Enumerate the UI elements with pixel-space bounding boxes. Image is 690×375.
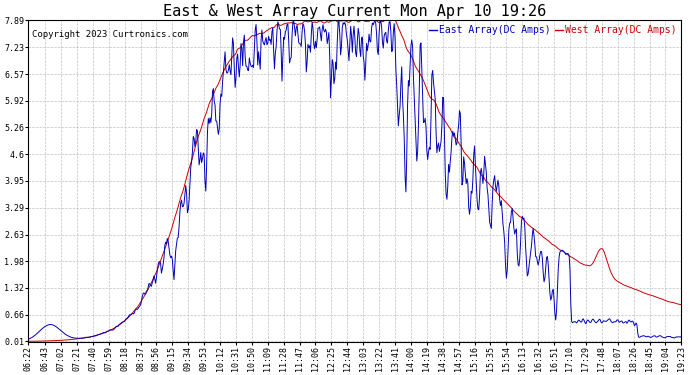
Title: East & West Array Current Mon Apr 10 19:26: East & West Array Current Mon Apr 10 19:… [164, 4, 546, 19]
Legend: East Array(DC Amps), West Array(DC Amps): East Array(DC Amps), West Array(DC Amps) [429, 25, 676, 35]
Text: Copyright 2023 Curtronics.com: Copyright 2023 Curtronics.com [32, 30, 188, 39]
